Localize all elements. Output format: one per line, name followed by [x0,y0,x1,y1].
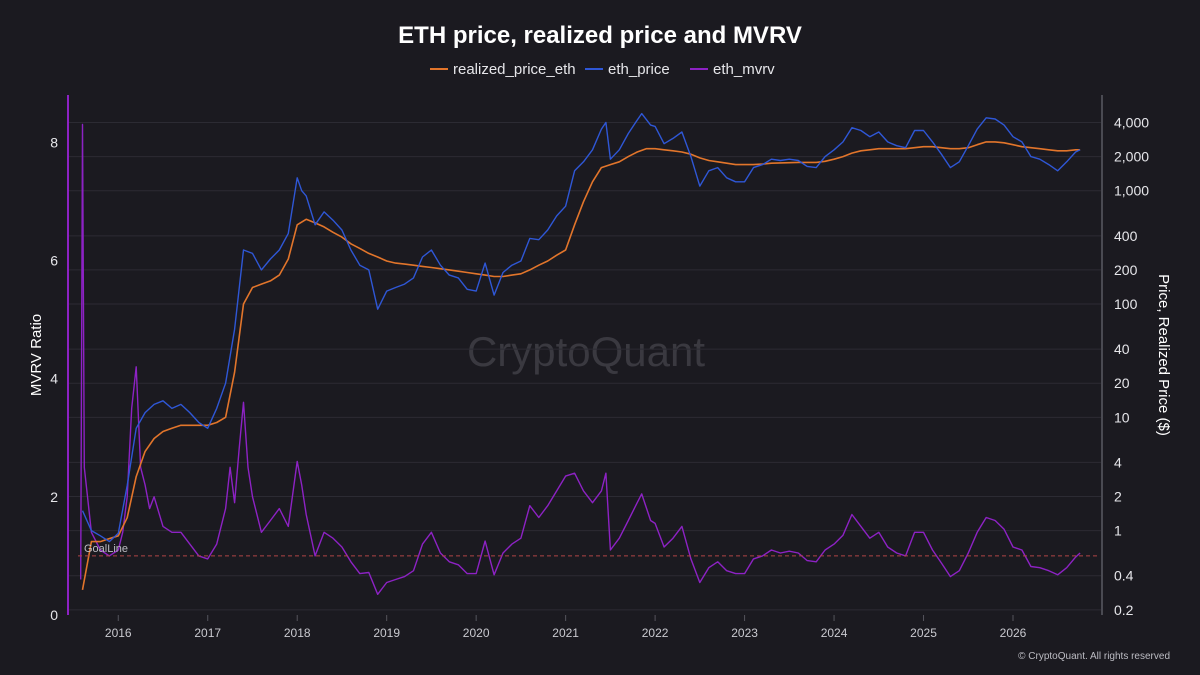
series-line-eth_mvrv [80,123,1081,595]
right-tick-label: 40 [1114,341,1130,357]
right-tick-label: 4 [1114,454,1122,470]
right-tick-label: 4,000 [1114,115,1149,131]
legend-label-realized_price_eth[interactable]: realized_price_eth [453,61,576,78]
gridlines [68,122,1102,611]
x-tick-label: 2019 [373,626,400,640]
goal-line-layer: GoalLine [78,543,1098,557]
right-tick-label: 2 [1114,489,1122,505]
goal-line-label: GoalLine [84,543,128,555]
left-tick-label: 6 [50,252,58,268]
right-tick-label: 1,000 [1114,183,1149,199]
x-tick-label: 2020 [463,626,490,640]
x-tick-label: 2026 [1000,626,1027,640]
x-tick-label: 2018 [284,626,311,640]
left-tick-label: 0 [50,607,58,623]
copyright-text: © CryptoQuant. All rights reserved [1018,651,1170,662]
watermark: CryptoQuant [467,328,705,375]
chart-title: ETH price, realized price and MVRV [398,22,802,49]
right-tick-label: 20 [1114,375,1130,391]
x-tick-label: 2024 [821,626,848,640]
x-tick-label: 2017 [194,626,221,640]
right-tick-label: 10 [1114,409,1130,425]
series-line-realized_price_eth [81,141,1081,591]
legend-label-eth_price[interactable]: eth_price [608,61,670,78]
left-tick-label: 4 [50,371,58,387]
legend-label-eth_mvrv[interactable]: eth_mvrv [713,61,775,78]
right-tick-label: 1 [1114,523,1122,539]
x-tick-label: 2022 [642,626,669,640]
right-tick-label: 0.4 [1114,568,1134,584]
left-tick-label: 2 [50,489,58,505]
x-tick-label: 2023 [731,626,758,640]
right-axis-label: Price, Realized Price ($) [1155,274,1172,436]
x-tick-label: 2016 [105,626,132,640]
left-axis-ticks: 0 2 4 6 8 [50,134,58,623]
legend[interactable]: realized_price_eth eth_price eth_mvrv [430,61,775,78]
left-axis-label: MVRV Ratio [28,314,45,396]
series-layer [80,112,1081,595]
right-tick-label: 2,000 [1114,149,1149,165]
left-tick-label: 8 [50,134,58,150]
x-tick-label: 2021 [552,626,579,640]
x-tick-label: 2025 [910,626,937,640]
right-tick-label: 100 [1114,296,1138,312]
right-tick-label: 200 [1114,262,1138,278]
right-axis-ticks: 0.2 0.4 1 2 4 10 20 40 100 200 400 1,000 2,000 4,000 [1114,115,1149,618]
x-axis-ticks: 2016 2017 2018 2019 2020 2021 2022 2023 2024 2025… [105,615,1027,640]
right-tick-label: 400 [1114,228,1138,244]
right-tick-label: 0.2 [1114,602,1134,618]
series-line-eth_price [81,112,1081,543]
